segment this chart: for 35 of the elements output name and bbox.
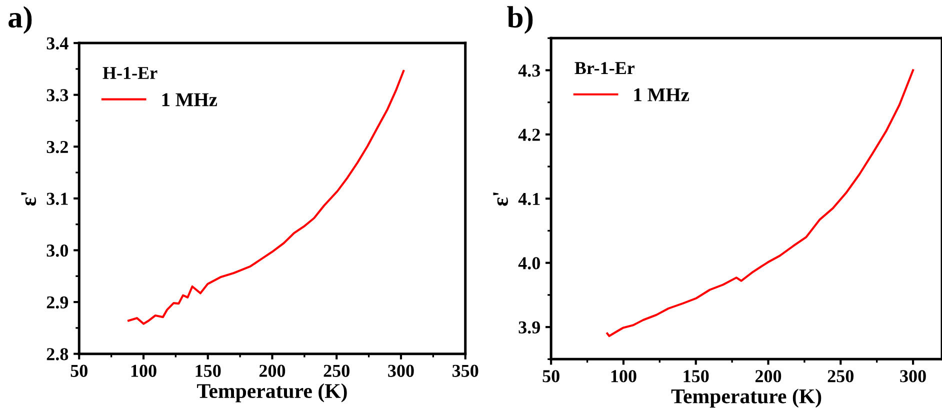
x-tick-label: 150 — [196, 364, 221, 377]
legend-title: H-1-Er — [102, 66, 158, 79]
y-tick-label: 2.9 — [46, 296, 68, 309]
x-tick-label: 250 — [828, 370, 854, 382]
text: b) — [507, 6, 533, 34]
text: a) — [8, 6, 32, 34]
y-tick-label: 4.0 — [518, 257, 540, 270]
x-tick-label: 350 — [452, 364, 478, 377]
legend-label: 1 MHz — [634, 88, 689, 102]
y-tick-label: 4.3 — [518, 64, 540, 77]
y-tick-label: 3.1 — [46, 192, 68, 205]
x-tick-label: 250 — [324, 364, 350, 377]
x-tick-label: 150 — [684, 370, 709, 382]
legend-title: Br-1-Er — [574, 62, 635, 74]
y-tick-label: 3.4 — [46, 37, 68, 50]
x-tick-label: 300 — [900, 370, 926, 382]
y-axis-title: ε' — [21, 192, 36, 206]
legend-label: 1 MHz — [162, 93, 218, 106]
x-tick-label: 50 — [70, 364, 88, 377]
x-axis-title: Temperature (K) — [671, 388, 822, 408]
y-tick-label: 4.1 — [518, 192, 540, 206]
x-tick-label: 100 — [611, 370, 636, 382]
y-axis-title: ε' — [493, 192, 508, 206]
x-tick-label: 200 — [755, 370, 782, 382]
x-tick-label: 200 — [259, 364, 286, 377]
x-axis-title: Temperature (K) — [197, 383, 347, 402]
x-tick-label: 50 — [542, 370, 560, 382]
y-tick-label: 4.2 — [518, 128, 540, 141]
y-tick-label: 3.9 — [518, 321, 540, 334]
y-tick-label: 2.8 — [46, 348, 68, 360]
y-tick-label: 3.2 — [46, 140, 68, 154]
y-tick-label: 3.3 — [46, 89, 68, 102]
x-tick-label: 100 — [131, 364, 156, 377]
x-tick-label: 300 — [388, 364, 414, 377]
y-tick-label: 3.0 — [46, 244, 68, 257]
